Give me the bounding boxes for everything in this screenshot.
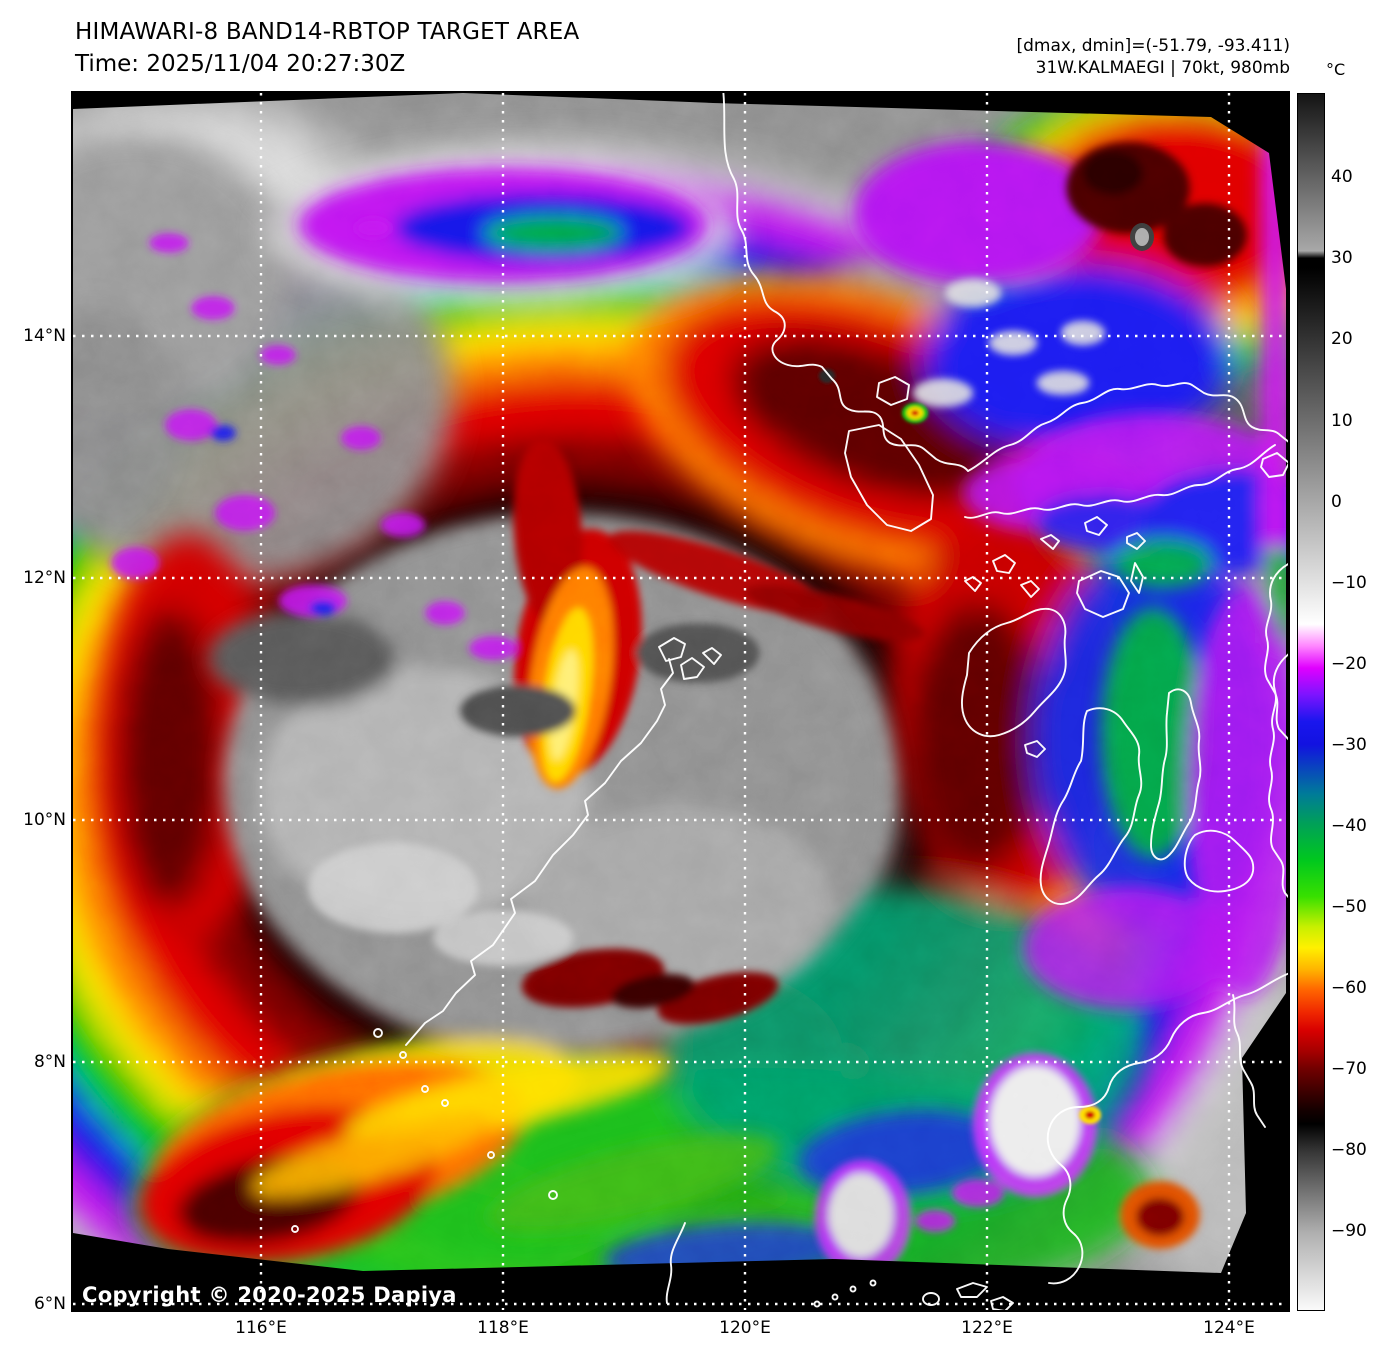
colorbar-tick-label: −50 bbox=[1331, 896, 1367, 917]
page-title: HIMAWARI-8 BAND14-RBTOP TARGET AREA bbox=[75, 19, 580, 45]
colorbar-tick-label: −70 bbox=[1331, 1059, 1367, 1080]
colorbar-tick-label: 30 bbox=[1331, 248, 1353, 269]
coastline-cebu bbox=[1150, 688, 1202, 861]
satellite-data-field bbox=[73, 93, 1286, 1273]
coastline-bicol-north bbox=[967, 382, 1288, 472]
cloud-texture-grain bbox=[73, 93, 1286, 1273]
colorbar-unit-label: °C bbox=[1326, 60, 1346, 79]
lat-tick-label: 6°N bbox=[33, 1294, 66, 1314]
copyright-notice: Copyright © 2020-2025 Dapiya bbox=[82, 1283, 457, 1307]
colorbar-tick-label: −40 bbox=[1331, 815, 1367, 836]
colorbar-tick-label: −80 bbox=[1331, 1140, 1367, 1161]
colorbar-tick-label: 0 bbox=[1331, 491, 1342, 512]
coastline-palawan bbox=[405, 658, 674, 1046]
coastline-masbate bbox=[1076, 562, 1144, 618]
coastline-busuanga bbox=[658, 637, 722, 680]
coastline-mindanao-islands bbox=[922, 1282, 1014, 1310]
coastline-bicol-south bbox=[964, 444, 1276, 519]
lat-tick-label: 8°N bbox=[33, 1052, 66, 1072]
colorbar-tick-label: −90 bbox=[1331, 1221, 1367, 1242]
temperature-colorbar bbox=[1297, 93, 1325, 1311]
coastline-romblon bbox=[964, 554, 1040, 598]
coastline-bohol bbox=[1183, 829, 1255, 893]
satellite-image bbox=[73, 93, 1288, 1310]
colorbar-tick-label: 40 bbox=[1331, 167, 1353, 188]
coastline-panay bbox=[960, 607, 1067, 758]
colorbar-tick-label: 20 bbox=[1331, 329, 1353, 350]
colorbar-tick-label: −20 bbox=[1331, 653, 1367, 674]
coastline-mindoro bbox=[844, 424, 934, 532]
coastline-leyte bbox=[1268, 653, 1288, 899]
colorbar-tick-label: −30 bbox=[1331, 734, 1367, 755]
lon-tick-label: 118°E bbox=[477, 1318, 529, 1338]
coastline-mindanao bbox=[1046, 972, 1288, 1285]
lon-tick-label: 124°E bbox=[1203, 1318, 1255, 1338]
colorbar-tick-label: −10 bbox=[1331, 572, 1367, 593]
coastline-luzon-west bbox=[722, 93, 969, 472]
timestamp-line: Time: 2025/11/04 20:27:30Z bbox=[75, 51, 406, 77]
coastline-small-islands bbox=[291, 1028, 877, 1308]
lon-tick-label: 122°E bbox=[961, 1318, 1013, 1338]
coastline-islets bbox=[1040, 452, 1288, 550]
coastline-negros bbox=[1039, 707, 1143, 905]
coastlines bbox=[291, 93, 1288, 1310]
coastline-sulu-chain bbox=[665, 1222, 686, 1304]
colorbar-tick-label: 10 bbox=[1331, 410, 1353, 431]
dmax-dmin-readout: [dmax, dmin]=(-51.79, -93.411) bbox=[1016, 36, 1291, 56]
storm-info-line: 31W.KALMAEGI | 70kt, 980mb bbox=[1035, 58, 1290, 78]
lat-tick-label: 14°N bbox=[23, 326, 66, 346]
lon-tick-label: 116°E bbox=[235, 1318, 287, 1338]
coastline-samar bbox=[1264, 563, 1288, 741]
lon-tick-label: 120°E bbox=[719, 1318, 771, 1338]
coastline-surigao bbox=[1232, 994, 1266, 1128]
lat-tick-label: 12°N bbox=[23, 568, 66, 588]
colorbar-tick-label: −60 bbox=[1331, 977, 1367, 998]
satellite-map bbox=[71, 91, 1290, 1312]
coastline-laguna-lake bbox=[876, 376, 910, 406]
annotation-block: [dmax, dmin]=(-51.79, -93.411) 31W.KALMA… bbox=[1017, 35, 1291, 79]
lat-tick-label: 10°N bbox=[23, 810, 66, 830]
